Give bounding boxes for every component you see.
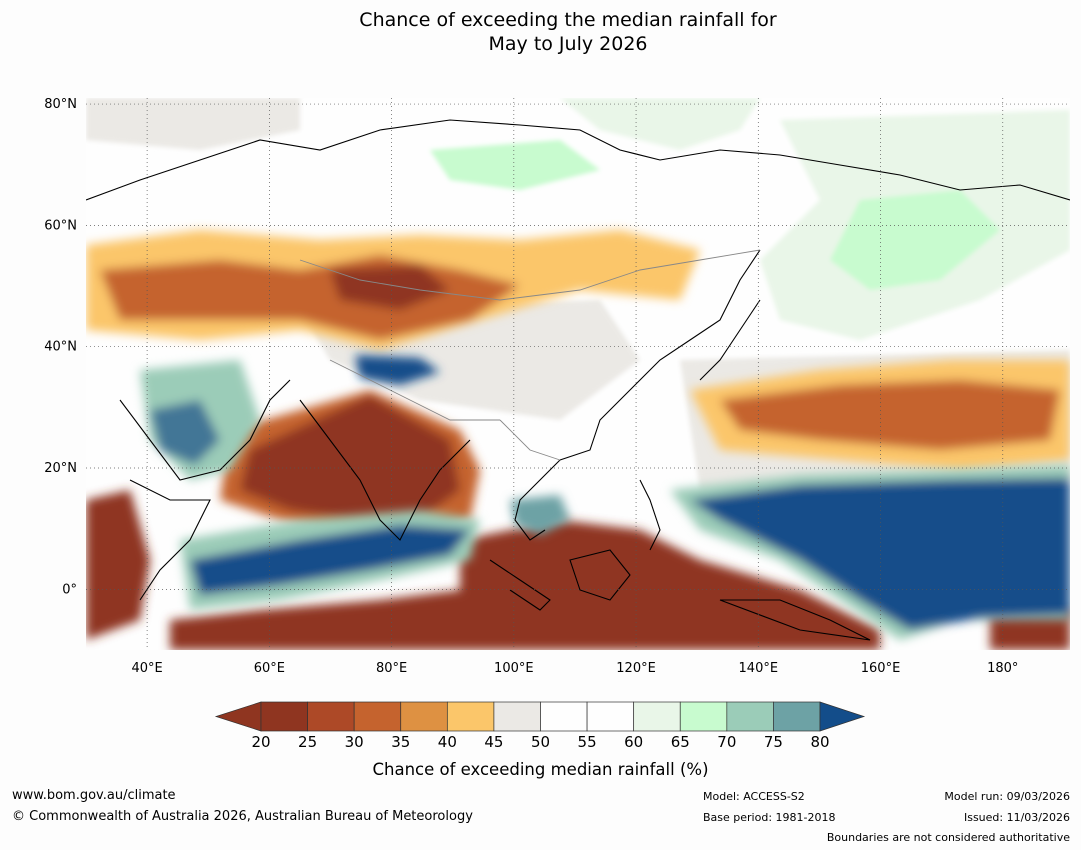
colorbar-swatch (493, 701, 541, 732)
lon-label: 60°E (254, 661, 285, 676)
title-line-2: May to July 2026 (488, 33, 648, 55)
dry-india-core (240, 395, 460, 520)
lon-label: 40°E (131, 661, 162, 676)
dry-east-africa (86, 490, 150, 640)
footer-website[interactable]: www.bom.gov.au/climate (12, 788, 176, 803)
lon-label: 80°E (376, 661, 407, 676)
footer-issued: Issued: 11/03/2026 (963, 811, 1070, 824)
colorbar-swatch (586, 701, 635, 732)
colorbar-tick-label: 60 (624, 733, 644, 751)
coast-indochina (514, 459, 561, 541)
patch-siberia-green (430, 140, 600, 190)
map-plot-area (86, 98, 1070, 650)
coast-africa-horn (129, 479, 211, 601)
colorbar-tick-label: 55 (577, 733, 597, 751)
colorbar-swatches (214, 701, 866, 732)
wet-anomalies (140, 355, 1070, 640)
colorbar-swatch (400, 701, 448, 732)
latitude-labels: 80°N 60°N 40°N 20°N 0° (44, 97, 77, 597)
colorbar-tick-label: 75 (763, 733, 783, 751)
footer-disclaimer: Boundaries are not considered authoritat… (826, 831, 1070, 844)
lon-label: 120°E (616, 661, 656, 676)
colorbar-swatch (540, 701, 588, 732)
colorbar-swatch (726, 701, 774, 732)
lon-label: 100°E (494, 661, 534, 676)
wet-indian-ocean-band (190, 525, 470, 595)
boundary-himalaya (329, 359, 500, 421)
lat-label: 80°N (44, 97, 77, 112)
wet-south-china-sea (510, 495, 570, 535)
coast-sumatra (489, 559, 551, 611)
lon-label: 140°E (739, 661, 779, 676)
colorbar-tick-label: 35 (391, 733, 411, 751)
coast-arabia (119, 379, 291, 481)
patch-arctic-green (560, 98, 760, 150)
country-boundaries (299, 249, 761, 461)
coast-philippines (639, 479, 661, 551)
footer-base-period: Base period: 1981-2018 (703, 811, 836, 824)
map-figure: 80°N 60°N 40°N 20°N 0° 40°E 60°E 80°E 100°E 120°… (44, 97, 1070, 676)
colorbar-tick-label: 45 (484, 733, 504, 751)
patch-arctic-grey (86, 98, 300, 150)
colorbar-swatch (307, 701, 355, 732)
colorbar-over-arrow (819, 701, 866, 732)
colorbar-swatch (353, 701, 402, 732)
colorbar-tick-label: 50 (530, 733, 551, 751)
colorbar-swatch (260, 701, 308, 732)
wet-tibet (355, 355, 440, 385)
lat-label: 60°N (44, 218, 77, 233)
dry-central-asia-core (330, 265, 450, 310)
colorbar-swatch (679, 701, 728, 732)
colorbar-tick-label: 70 (717, 733, 737, 751)
lon-label: 180° (987, 661, 1018, 676)
footer-copyright: © Commonwealth of Australia 2026, Austra… (12, 809, 473, 824)
lon-label: 160°E (861, 661, 901, 676)
wet-pacific-core (690, 478, 1070, 630)
coast-east-asia (559, 249, 761, 461)
longitude-labels: 40°E 60°E 80°E 100°E 120°E 140°E 160°E 180° (131, 661, 1018, 676)
coast-india (299, 399, 471, 541)
colorbar-swatch (633, 701, 681, 732)
lat-label: 0° (62, 582, 77, 597)
rainfall-map: 80°N 60°N 40°N 20°N 0° 40°E 60°E 80°E 100°E 120°… (44, 97, 1070, 676)
boundary-russia-china (299, 249, 761, 301)
colorbar-tick-label: 30 (344, 733, 364, 751)
colorbar-label: Chance of exceeding median rainfall (%) (372, 760, 709, 779)
colorbar-swatch (446, 701, 495, 732)
colorbar-under-arrow (214, 701, 262, 732)
colorbar (214, 701, 866, 732)
colorbar-tick-label: 20 (251, 733, 271, 751)
dry-anomalies (86, 230, 1070, 650)
footer-model: Model: ACCESS-S2 (703, 790, 805, 803)
coast-borneo (569, 549, 631, 601)
coast-japan (699, 299, 761, 381)
dry-maritime-continent (170, 520, 880, 650)
coast-new-guinea (719, 599, 871, 641)
colorbar-tick-label: 40 (437, 733, 457, 751)
lat-label: 40°N (44, 340, 77, 355)
footer-model-run: Model run: 09/03/2026 (944, 790, 1070, 803)
colorbar-tick-label: 25 (298, 733, 318, 751)
colorbar-tick-label: 65 (670, 733, 690, 751)
boundary-china-sea (499, 419, 561, 461)
lat-label: 20°N (44, 461, 77, 476)
patch-ne-asia-lightgreen (830, 190, 1000, 290)
colorbar-swatch (773, 701, 821, 732)
wet-arabia-core (150, 400, 220, 465)
chart-title: Chance of exceeding the median rainfall … (0, 8, 1081, 56)
coastlines (86, 119, 1070, 641)
title-line-1: Chance of exceeding the median rainfall … (359, 9, 777, 31)
dry-pacific-band-brown (720, 380, 1060, 450)
graticule (86, 98, 1070, 650)
coast-eurasia-north (86, 119, 1070, 201)
colorbar-tick-label: 80 (810, 733, 830, 751)
